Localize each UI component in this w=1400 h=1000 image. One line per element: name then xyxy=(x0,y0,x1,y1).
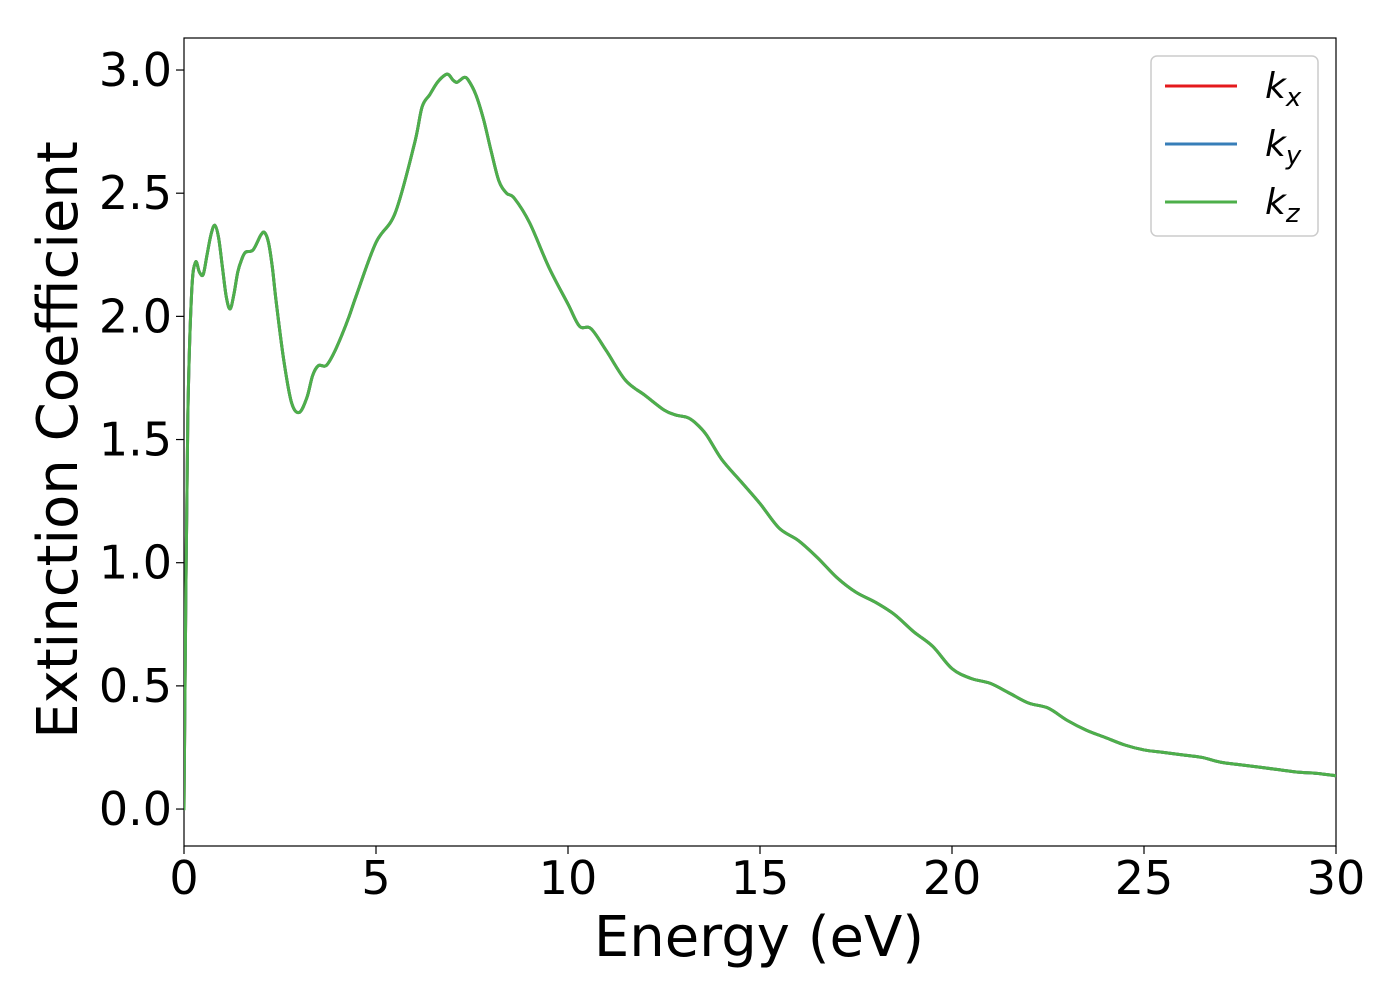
x-tick-label: 15 xyxy=(731,851,790,905)
legend-label: kx xyxy=(1265,66,1302,113)
legend-box xyxy=(1150,55,1319,237)
y-tick-label: 2.5 xyxy=(99,166,172,220)
y-tick-label: 1.0 xyxy=(99,536,172,590)
x-tick-label: 10 xyxy=(539,851,598,905)
legend-label-subscript: z xyxy=(1285,199,1301,229)
series-line-kz xyxy=(184,72,1336,811)
x-tick-label: 5 xyxy=(361,851,390,905)
y-axis-title: Extinction Coefficient xyxy=(26,141,91,739)
y-tick-label: 1.5 xyxy=(99,413,172,467)
y-tick-label: 3.0 xyxy=(99,43,172,97)
x-tick-label: 20 xyxy=(923,851,982,905)
legend-label-subscript: y xyxy=(1285,141,1302,171)
x-tick-label: 25 xyxy=(1115,851,1174,905)
legend-label-base: k xyxy=(1265,124,1288,165)
y-axis: 0.0 0.5 1.0 1.5 2.0 2.5 3.0 xyxy=(99,43,184,836)
legend-label: kz xyxy=(1265,182,1301,229)
legend-label-subscript: x xyxy=(1285,83,1302,113)
plot-frame xyxy=(183,37,1337,847)
x-tick-label: 0 xyxy=(169,851,198,905)
y-tick-label: 0.0 xyxy=(99,782,172,836)
legend-label: ky xyxy=(1265,124,1302,171)
y-tick-label: 0.5 xyxy=(99,659,172,713)
x-tick-label: 30 xyxy=(1307,851,1366,905)
series-layer xyxy=(184,72,1336,811)
legend-label-base: k xyxy=(1265,182,1288,223)
x-axis-title: Energy (eV) xyxy=(594,905,924,970)
y-tick-label: 2.0 xyxy=(99,289,172,343)
x-axis: 0 5 10 15 20 25 30 xyxy=(169,846,1365,905)
plot-area xyxy=(183,37,1337,847)
legend-label-base: k xyxy=(1265,66,1288,107)
